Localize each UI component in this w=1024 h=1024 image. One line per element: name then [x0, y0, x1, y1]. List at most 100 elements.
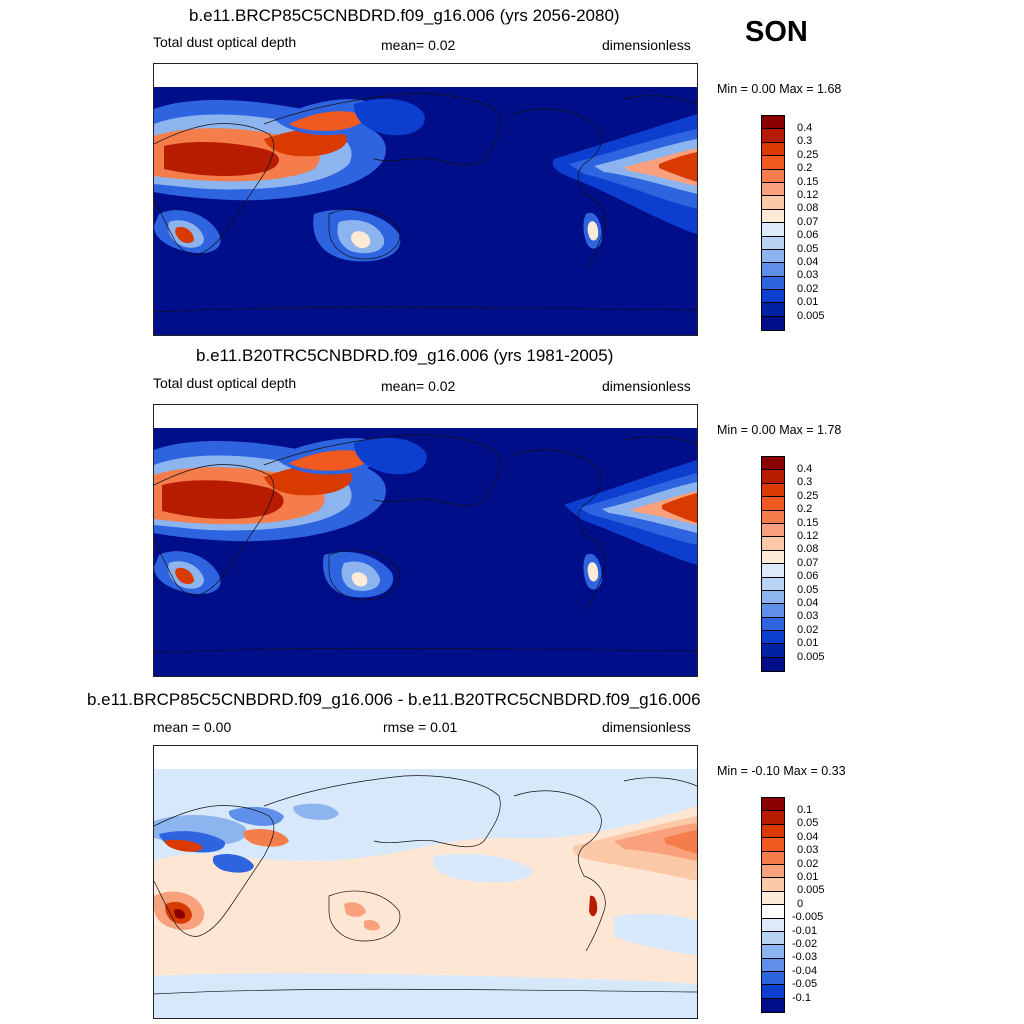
colorbar-swatch	[762, 811, 784, 825]
colorbar-tick-label: 0.05	[797, 242, 819, 255]
colorbar-tick-label: 0.02	[797, 623, 819, 636]
colorbar-swatch	[762, 617, 784, 632]
colorbar-swatch	[762, 824, 784, 839]
colorbar-swatch	[762, 798, 784, 812]
colorbar-swatch	[762, 537, 784, 551]
colorbar-tick-label: 0.03	[797, 269, 819, 282]
colorbar-tick-label: -0.02	[792, 938, 818, 950]
colorbar-swatch	[762, 316, 784, 331]
colorbar-tick-label: -0.04	[792, 964, 818, 977]
coastlines	[154, 775, 697, 995]
colorbar-swatch	[762, 470, 784, 484]
panel3-minmax: Min = -0.10 Max = 0.33	[717, 764, 846, 778]
colorbar-swatch	[762, 590, 784, 605]
colorbar-tick-label: -0.05	[792, 978, 818, 991]
colorbar-swatch	[762, 918, 784, 932]
colorbar-swatch	[762, 497, 784, 511]
panel3-colorbar	[761, 797, 785, 1014]
colorbar-swatch	[762, 972, 784, 986]
colorbar-tick-label: 0.12	[797, 530, 819, 542]
panel2-minmax: Min = 0.00 Max = 1.78	[717, 423, 842, 437]
panel3-mean: mean = 0.00	[153, 719, 232, 735]
colorbar-swatch	[762, 510, 784, 524]
panel2-units: dimensionless	[602, 378, 691, 394]
panel2-map	[153, 404, 698, 677]
colorbar-tick-label: 0.08	[797, 202, 819, 215]
colorbar-swatch	[762, 116, 784, 130]
colorbar-swatch	[762, 169, 784, 183]
panel1-mean: mean= 0.02	[381, 37, 456, 53]
colorbar-tick-label: 0.3	[797, 476, 813, 489]
colorbar-tick-label: 0.01	[797, 637, 819, 650]
colorbar-swatch	[762, 290, 784, 304]
panel3-map	[153, 745, 698, 1019]
coastlines	[154, 434, 697, 654]
colorbar-swatch	[762, 236, 784, 250]
colorbar-tick-label: 0.03	[797, 610, 819, 623]
colorbar-tick-label: 0.2	[797, 162, 813, 175]
colorbar-tick-label: 0.02	[797, 857, 819, 870]
colorbar-tick-label: 0.04	[797, 597, 819, 609]
colorbar-swatch	[762, 958, 784, 973]
colorbar-swatch	[762, 276, 784, 291]
panel2-mean: mean= 0.02	[381, 378, 456, 394]
colorbar-tick-label: 0.07	[797, 215, 819, 228]
colorbar-tick-label: 0.2	[797, 503, 813, 516]
colorbar-tick-label: 0.25	[797, 489, 819, 502]
colorbar-swatch	[762, 550, 784, 565]
colorbar-swatch	[762, 657, 784, 672]
colorbar-tick-label: 0.05	[797, 583, 819, 596]
colorbar-tick-label: -0.01	[792, 924, 818, 937]
colorbar-tick-label: -0.005	[792, 911, 824, 924]
colorbar-swatch	[762, 142, 784, 157]
colorbar-tick-label: 0.4	[797, 122, 813, 134]
colorbar-tick-label: -0.1	[792, 991, 811, 1004]
colorbar-swatch	[762, 985, 784, 999]
colorbar-swatch	[762, 577, 784, 591]
panel2-variable: Total dust optical depth	[153, 375, 297, 391]
colorbar-swatch	[762, 851, 784, 865]
colorbar-tick-label: 0.03	[797, 844, 819, 857]
colorbar-tick-label: 0.01	[797, 871, 819, 883]
colorbar-tick-label: 0.06	[797, 570, 819, 583]
colorbar-tick-label: 0.15	[797, 516, 819, 529]
colorbar-tick-label: 0.1	[797, 804, 813, 816]
panel1-title: b.e11.BRCP85C5CNBDRD.f09_g16.006 (yrs 20…	[189, 6, 620, 25]
colorbar-swatch	[762, 931, 784, 946]
colorbar-swatch	[762, 644, 784, 658]
panel2-title: b.e11.B20TRC5CNBDRD.f09_g16.006 (yrs 198…	[196, 346, 614, 365]
colorbar-swatch	[762, 631, 784, 645]
colorbar-swatch	[762, 156, 784, 170]
colorbar-swatch	[762, 838, 784, 852]
colorbar-swatch	[762, 196, 784, 210]
colorbar-tick-label: 0.005	[797, 309, 825, 322]
colorbar-swatch	[762, 129, 784, 143]
panel2-colorbar	[761, 456, 785, 673]
colorbar-swatch	[762, 878, 784, 892]
colorbar-swatch	[762, 303, 784, 317]
panel3-rmse: rmse = 0.01	[383, 719, 458, 735]
colorbar-swatch	[762, 604, 784, 618]
panel3-units: dimensionless	[602, 719, 691, 735]
colorbar-tick-label: -0.03	[792, 951, 818, 964]
colorbar-tick-label: 0.08	[797, 543, 819, 556]
colorbar-tick-label: 0.12	[797, 189, 819, 201]
colorbar-tick-label: 0.06	[797, 229, 819, 242]
panel1-colorbar	[761, 115, 785, 332]
panel3-title: b.e11.BRCP85C5CNBDRD.f09_g16.006 - b.e11…	[87, 690, 701, 709]
colorbar-tick-label: 0.005	[797, 650, 825, 663]
colorbar-tick-label: 0.02	[797, 282, 819, 295]
colorbar-swatch	[762, 891, 784, 906]
colorbar-swatch	[762, 249, 784, 264]
season-label: SON	[745, 16, 808, 48]
colorbar-tick-label: 0.4	[797, 463, 813, 475]
colorbar-swatch	[762, 564, 784, 578]
colorbar-swatch	[762, 209, 784, 224]
colorbar-swatch	[762, 263, 784, 277]
colorbar-swatch	[762, 483, 784, 498]
colorbar-tick-label: 0	[797, 897, 804, 910]
panel1-minmax: Min = 0.00 Max = 1.68	[717, 82, 842, 96]
colorbar-tick-label: 0.15	[797, 175, 819, 188]
colorbar-swatch	[762, 523, 784, 538]
colorbar-tick-label: 0.05	[797, 817, 819, 830]
